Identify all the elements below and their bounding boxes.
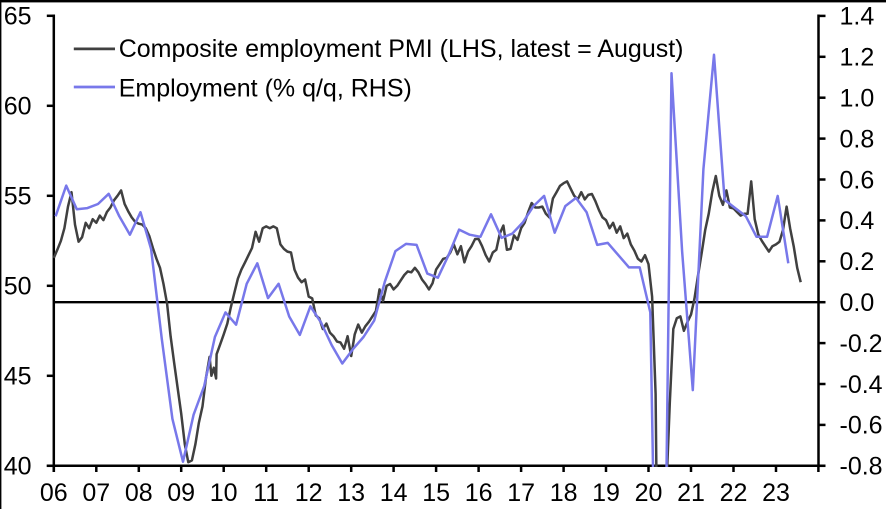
svg-text:14: 14 [380, 479, 408, 507]
svg-text:55: 55 [4, 183, 32, 211]
svg-text:22: 22 [720, 479, 748, 507]
svg-text:-0.2: -0.2 [840, 330, 883, 358]
svg-text:06: 06 [40, 479, 68, 507]
svg-text:65: 65 [4, 3, 32, 31]
svg-text:12: 12 [295, 479, 323, 507]
svg-text:0.0: 0.0 [840, 289, 875, 317]
svg-text:Employment (% q/q, RHS): Employment (% q/q, RHS) [119, 75, 412, 103]
svg-text:18: 18 [550, 479, 578, 507]
svg-text:17: 17 [507, 479, 535, 507]
svg-text:45: 45 [4, 363, 32, 391]
svg-text:60: 60 [4, 93, 32, 121]
svg-text:-0.4: -0.4 [840, 371, 883, 399]
svg-text:20: 20 [635, 479, 663, 507]
svg-text:07: 07 [82, 479, 110, 507]
svg-text:23: 23 [762, 479, 790, 507]
svg-text:0.2: 0.2 [840, 248, 875, 276]
svg-text:11: 11 [253, 479, 279, 507]
svg-text:21: 21 [677, 479, 705, 507]
svg-text:10: 10 [210, 479, 238, 507]
svg-text:-0.8: -0.8 [840, 453, 883, 481]
svg-text:15: 15 [422, 479, 450, 507]
svg-text:08: 08 [125, 479, 153, 507]
svg-text:19: 19 [592, 479, 620, 507]
svg-text:0.6: 0.6 [840, 166, 875, 194]
svg-text:Composite employment PMI (LHS,: Composite employment PMI (LHS, latest = … [119, 35, 684, 63]
svg-text:1.0: 1.0 [840, 85, 875, 113]
svg-text:1.4: 1.4 [840, 3, 875, 31]
svg-text:-0.6: -0.6 [840, 412, 883, 440]
svg-text:1.2: 1.2 [840, 44, 875, 72]
svg-text:0.4: 0.4 [840, 207, 875, 235]
svg-text:40: 40 [4, 453, 32, 481]
svg-text:50: 50 [4, 273, 32, 301]
svg-text:16: 16 [465, 479, 493, 507]
svg-text:09: 09 [167, 479, 195, 507]
svg-text:0.8: 0.8 [840, 125, 875, 153]
svg-text:13: 13 [337, 479, 365, 507]
